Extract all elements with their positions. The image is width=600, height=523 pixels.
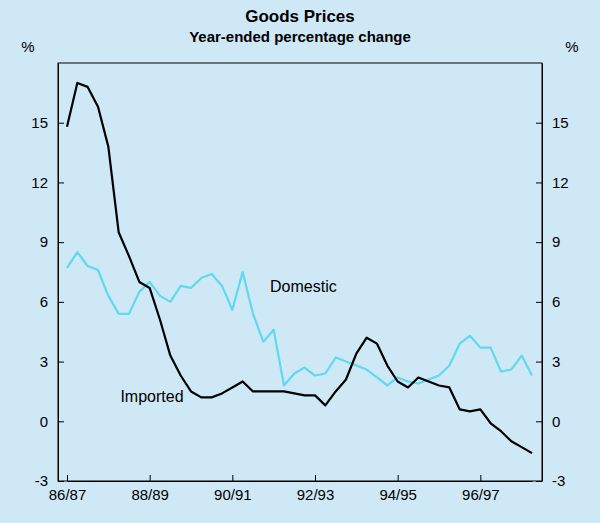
y-tick-label: 9: [552, 233, 560, 250]
y-tick-mark: [536, 421, 542, 422]
plot-frame: [58, 63, 542, 481]
x-tick: 92/93: [297, 475, 335, 503]
y-axis-line: [542, 64, 543, 482]
x-tick-mark: [232, 475, 233, 481]
series-label: Imported: [120, 388, 183, 405]
y-tick-label: -3: [35, 472, 48, 489]
y-tick-label: 12: [552, 174, 569, 191]
y-tick-mark: [536, 302, 542, 303]
series-line: [67, 252, 532, 385]
y-tick-label: 3: [40, 353, 48, 370]
y-tick: 3: [40, 353, 64, 370]
title: Goods Prices: [245, 7, 355, 26]
y-tick-mark: [536, 123, 542, 124]
y-unit-left: %: [21, 38, 34, 55]
y-tick-label: 12: [31, 174, 48, 191]
x-tick-label: 94/95: [379, 486, 417, 503]
x-tick-label: 86/87: [49, 486, 87, 503]
x-tick-label: 90/91: [214, 486, 252, 503]
x-tick: 86/87: [49, 475, 87, 503]
y-tick: 6: [536, 293, 560, 310]
y-tick-mark: [536, 242, 542, 243]
y-unit-right: %: [565, 38, 578, 55]
y-tick: 6: [40, 293, 64, 310]
subtitle: Year-ended percentage change: [189, 28, 411, 45]
y-tick: 9: [40, 233, 64, 250]
y-axis-right: -3 0 3 6 9 12 15: [536, 64, 569, 490]
y-tick-mark: [58, 362, 64, 363]
background: [0, 0, 600, 523]
y-tick: 3: [536, 353, 560, 370]
y-tick: 9: [536, 233, 560, 250]
y-tick-mark: [58, 242, 64, 243]
y-tick: 15: [31, 114, 64, 131]
y-tick-mark: [58, 123, 64, 124]
y-tick: 0: [40, 413, 64, 430]
y-tick-label: 6: [40, 293, 48, 310]
x-tick-mark: [315, 475, 316, 481]
series-label: Domestic: [270, 278, 337, 295]
y-tick-mark: [58, 302, 64, 303]
y-tick: 12: [536, 174, 569, 191]
y-tick-label: 0: [552, 413, 560, 430]
y-tick-mark: [536, 481, 542, 482]
y-tick-mark: [58, 182, 64, 183]
x-tick-mark: [67, 475, 68, 481]
y-tick-label: 15: [31, 114, 48, 131]
x-tick: 90/91: [214, 475, 252, 503]
x-tick: 96/97: [462, 475, 500, 503]
y-tick-label: 9: [40, 233, 48, 250]
y-tick-label: 0: [40, 413, 48, 430]
y-tick: 12: [31, 174, 64, 191]
y-tick-label: 3: [552, 353, 560, 370]
y-tick: 0: [536, 413, 560, 430]
plot-area: [67, 83, 532, 453]
x-tick-mark: [398, 475, 399, 481]
y-tick: 15: [536, 114, 569, 131]
x-tick-label: 92/93: [297, 486, 335, 503]
x-axis: 86/87 88/89 90/91 92/93 94/95 96/97: [49, 475, 533, 503]
x-tick-mark: [150, 475, 151, 481]
y-tick-mark: [58, 481, 64, 482]
x-tick-label: 96/97: [462, 486, 500, 503]
x-tick: 94/95: [379, 475, 417, 503]
chart: Goods Prices Year-ended percentage change…: [0, 0, 600, 523]
y-axis-line: [58, 64, 59, 482]
y-tick-label: 6: [552, 293, 560, 310]
y-tick: -3: [536, 472, 565, 489]
x-tick-mark: [480, 475, 481, 481]
series-line: [67, 83, 532, 453]
x-tick-label: 88/89: [131, 486, 169, 503]
x-tick: 88/89: [131, 475, 169, 503]
y-tick-mark: [536, 362, 542, 363]
y-axis-left: -3 0 3 6 9 12 15: [31, 64, 64, 490]
y-tick-label: 15: [552, 114, 569, 131]
y-tick-mark: [536, 182, 542, 183]
x-axis-line: [68, 481, 533, 482]
y-tick-mark: [58, 421, 64, 422]
y-tick-label: -3: [552, 472, 565, 489]
